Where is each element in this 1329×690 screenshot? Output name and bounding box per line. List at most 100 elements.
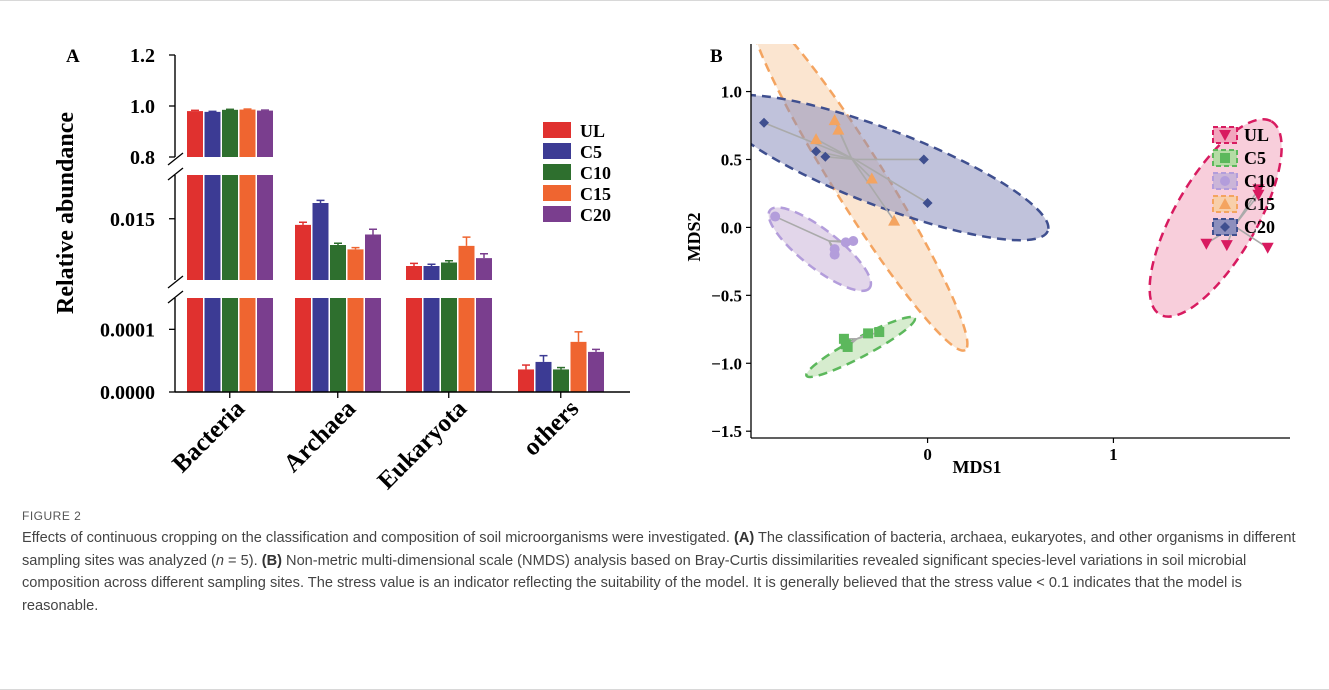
bar-C5-Bacteria-lower — [204, 298, 221, 392]
panel-b-nmds-plot: B 1.0 0.5 0.0 −0.5 −1.0 −1.5 0 1 MDS1 MDS2 UL C5 C10 C… — [684, 44, 1290, 477]
plot-area-b — [751, 44, 1283, 379]
legend-marker-b — [1220, 222, 1230, 232]
bar-C10-Eukaryota-middle — [441, 262, 457, 280]
bar-C10-Archaea-middle — [330, 245, 346, 280]
bar-C5-Archaea-lower — [312, 298, 329, 392]
axis-break — [167, 275, 184, 289]
panel-label-a: A — [66, 46, 80, 67]
legend-label-b: C5 — [1244, 148, 1266, 168]
x-tick-label-b: 1 — [1109, 445, 1118, 464]
bar-UL-Archaea-lower — [295, 298, 311, 392]
legend-swatch — [543, 143, 571, 159]
bar-C15-Bacteria-middle — [239, 175, 256, 280]
bar-C5-others-lower — [535, 361, 552, 392]
bar-C5-Bacteria-middle — [204, 175, 221, 280]
bar-UL-Eukaryota-lower — [406, 298, 422, 392]
y-tick-label: 1.2 — [130, 45, 155, 67]
x-category-label: Bacteria — [167, 395, 250, 478]
bar-C10-Eukaryota-lower — [441, 298, 457, 392]
bar-C5-Bacteria-upper — [204, 111, 221, 157]
y-tick-label: 0.8 — [130, 147, 155, 169]
y-tick-label: 0.015 — [110, 209, 155, 231]
spider-line — [1233, 194, 1260, 227]
point-C10 — [848, 236, 859, 246]
point-C15 — [832, 123, 845, 135]
y-tick-label: 0.0000 — [100, 382, 155, 404]
axis-break — [167, 290, 184, 304]
point-UL — [1261, 242, 1274, 254]
spider-line — [1233, 225, 1269, 249]
bar-UL-others-lower — [518, 369, 534, 392]
legend-swatch — [543, 206, 571, 222]
legend-swatch — [543, 185, 571, 201]
spider-line — [763, 122, 856, 161]
bar-C15-Bacteria-lower — [239, 298, 256, 392]
spider-line — [850, 157, 873, 180]
point-C5 — [838, 333, 849, 344]
axis-break — [167, 152, 184, 166]
bar-C20-Archaea-middle — [365, 234, 381, 280]
panel-label-b: B — [710, 46, 723, 67]
bar-C15-Eukaryota-middle — [458, 245, 475, 280]
caption-run: Effects of continuous cropping on the cl… — [22, 530, 734, 546]
x-category-label: Eukaryota — [373, 395, 473, 495]
point-C20 — [922, 197, 933, 208]
point-C5 — [863, 328, 874, 339]
bar-C20-Eukaryota-middle — [476, 258, 492, 280]
point-C5 — [874, 327, 885, 338]
bar-C15-Archaea-lower — [347, 298, 364, 392]
bar-UL-Eukaryota-middle — [406, 266, 422, 280]
point-UL — [1220, 240, 1233, 252]
point-C15 — [865, 172, 878, 184]
figure-chart: A 0.8 1.0 1.2 0.015 0.0000 0.0001 Bacteria Archa… — [53, 44, 1290, 495]
spider-line — [854, 158, 928, 204]
legend-label: C5 — [580, 142, 602, 162]
point-C20 — [918, 154, 929, 165]
caption-run: (A) — [733, 530, 755, 546]
bar-C15-Bacteria-upper — [239, 109, 256, 157]
legend-label-b: C20 — [1244, 217, 1275, 237]
bar-C20-Bacteria-upper — [257, 110, 273, 157]
caption-run: n — [215, 552, 224, 569]
bar-C15-Eukaryota-lower — [458, 298, 475, 392]
panel-a-bar-chart: A 0.8 1.0 1.2 0.015 0.0000 0.0001 Bacteria Archa… — [53, 45, 630, 495]
legend-swatch — [543, 164, 571, 180]
legend-label: C20 — [580, 205, 611, 225]
bar-C10-Bacteria-lower — [222, 298, 238, 392]
point-C20 — [811, 146, 822, 157]
y-tick-label-b: 0.5 — [721, 150, 742, 169]
caption-run: = 5). — [223, 552, 262, 569]
legend-label: C10 — [580, 163, 611, 183]
figure-caption: Effects of continuous cropping on the cl… — [22, 527, 1312, 617]
bar-C15-others-lower — [570, 341, 587, 392]
bar-UL-Bacteria-lower — [187, 298, 203, 392]
bar-C10-Bacteria-middle — [222, 175, 238, 280]
point-C20 — [759, 117, 770, 128]
y-tick-label-b: −1.0 — [711, 354, 742, 373]
legend-marker-b — [1219, 130, 1231, 141]
legend-label-b: C10 — [1244, 171, 1275, 191]
y-tick-label-b: 0.0 — [721, 218, 742, 237]
bar-C10-others-lower — [553, 369, 569, 392]
y-tick-label-b: −1.5 — [711, 422, 742, 441]
legend-marker-b — [1220, 153, 1230, 163]
bar-C20-Archaea-lower — [365, 298, 381, 392]
legend-label: UL — [580, 121, 605, 141]
point-UL — [1200, 238, 1213, 250]
point-C10 — [770, 211, 781, 222]
legend-label: C15 — [580, 184, 611, 204]
y-axis-title-b: MDS2 — [684, 213, 704, 262]
spider-line — [825, 155, 856, 161]
bar-C20-Eukaryota-lower — [476, 298, 492, 392]
y-axis-a: 0.8 1.0 1.2 0.015 0.0000 0.0001 — [100, 45, 184, 404]
bar-UL-Bacteria-upper — [187, 111, 203, 157]
bar-C5-Eukaryota-middle — [423, 266, 440, 280]
spider-line — [850, 157, 895, 222]
y-axis-title-a: Relative abundance — [53, 112, 79, 314]
bar-C10-Bacteria-upper — [222, 109, 238, 157]
x-axis-title-b: MDS1 — [953, 457, 1002, 477]
y-tick-label-b: −0.5 — [711, 286, 742, 305]
confidence-ellipse-C5 — [805, 315, 917, 379]
bar-C20-Bacteria-middle — [257, 175, 273, 280]
